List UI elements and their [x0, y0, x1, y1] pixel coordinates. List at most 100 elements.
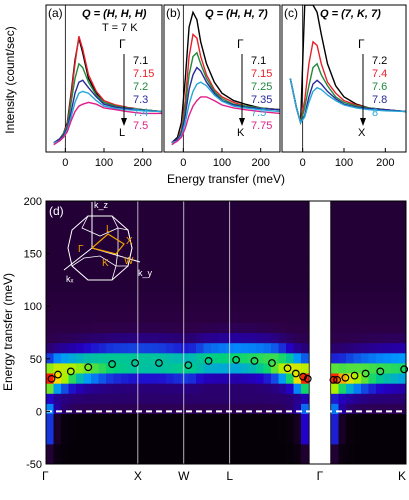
heatmap-cell: [353, 443, 362, 455]
heatmap-cell: [46, 393, 55, 404]
heatmap-cell: [98, 261, 107, 273]
heatmap-cell: [286, 251, 295, 263]
heatmap-cell: [53, 211, 62, 222]
heatmap-cell: [46, 373, 55, 384]
heatmap-cell: [278, 211, 287, 222]
heatmap-cell: [46, 403, 55, 414]
heatmap-cell: [121, 352, 130, 364]
heatmap-cell: [346, 322, 355, 334]
heatmap-cell: [68, 373, 77, 384]
heatmap-cell: [188, 241, 197, 253]
heatmap-cell: [91, 281, 100, 293]
heatmap-cell: [346, 241, 355, 253]
heatmap-cell: [166, 413, 175, 425]
heatmap-cell: [128, 342, 137, 354]
heatmap-cell: [391, 383, 400, 394]
heatmap-cell: [218, 443, 227, 455]
heatmap-cell: [173, 231, 182, 242]
heatmap-cell: [398, 332, 406, 344]
panel-a: [53, 5, 162, 152]
heatmap-cell: [233, 413, 242, 425]
heatmap-cell: [383, 261, 392, 273]
heatmap-cell: [361, 251, 370, 263]
heatmap-cell: [211, 211, 220, 222]
heatmap-cell: [241, 443, 250, 455]
heatmap-cell: [241, 453, 250, 464]
heatmap-cell: [196, 281, 205, 293]
heatmap-cell: [211, 383, 220, 394]
heatmap-cell: [353, 292, 362, 303]
heatmap-cell: [166, 292, 175, 303]
heatmap-cell: [376, 231, 385, 242]
heatmap-cell: [256, 413, 265, 425]
heatmap-cell: [248, 241, 257, 253]
heatmap-cell: [91, 342, 100, 354]
panel-c-legend-entry: 7.2: [372, 55, 387, 67]
heatmap-cell: [121, 201, 130, 212]
heatmap-cell: [368, 383, 377, 394]
heatmap-cell: [383, 302, 392, 313]
heatmap-cell: [196, 423, 205, 435]
heatmap-cell: [398, 201, 406, 212]
heatmap-cell: [181, 362, 190, 374]
heatmap-cell: [233, 312, 242, 323]
heatmap-cell: [91, 231, 100, 242]
heatmap-cell: [166, 332, 175, 344]
heatmap-cell: [376, 221, 385, 232]
heatmap-cell: [331, 443, 340, 455]
heatmap-cell: [173, 201, 182, 212]
heatmap-cell: [188, 201, 197, 212]
heatmap-cell: [391, 433, 400, 445]
heatmap-cell: [233, 393, 242, 404]
heatmap-cell: [203, 201, 212, 212]
heatmap-cell: [113, 302, 122, 313]
heatmap-cell: [233, 261, 242, 273]
panel-c: [289, 5, 406, 152]
heatmap-cell: [271, 413, 280, 425]
heatmap-cell: [173, 251, 182, 263]
heatmap-cell: [158, 352, 167, 364]
heatmap-cell: [241, 231, 250, 242]
heatmap-cell: [338, 413, 347, 425]
heatmap-cell: [391, 403, 400, 414]
panel-d-path-label: K: [398, 469, 406, 483]
heatmap-cell: [263, 292, 272, 303]
heatmap-cell: [46, 443, 55, 455]
heatmap-cell: [398, 352, 406, 364]
heatmap-cell: [301, 443, 310, 455]
heatmap-cell: [76, 211, 85, 222]
heatmap-cell: [353, 231, 362, 242]
heatmap-cell: [196, 231, 205, 242]
heatmap-cell: [286, 221, 295, 232]
panel-a-legend-entry: 7.2: [133, 81, 148, 93]
heatmap-cell: [376, 201, 385, 212]
heatmap-cell: [368, 352, 377, 364]
heatmap-cell: [338, 342, 347, 354]
heatmap-cell: [68, 211, 77, 222]
heatmap-cell: [128, 362, 137, 374]
heatmap-cell: [113, 362, 122, 374]
heatmap-cell: [158, 383, 167, 394]
heatmap-cell: [181, 201, 190, 212]
mode-point: [54, 370, 62, 379]
heatmap-cell: [211, 342, 220, 354]
heatmap-cell: [113, 281, 122, 293]
heatmap-cell: [263, 342, 272, 354]
heatmap-cell: [188, 322, 197, 334]
heatmap-cell: [293, 342, 302, 354]
heatmap-cell: [383, 251, 392, 263]
heatmap-cell: [113, 433, 122, 445]
heatmap-cell: [248, 312, 257, 323]
heatmap-cell: [128, 322, 137, 334]
heatmap-cell: [68, 352, 77, 364]
heatmap-cell: [211, 292, 220, 303]
heatmap-cell: [256, 453, 265, 464]
heatmap-cell: [173, 383, 182, 394]
heatmap-cell: [353, 312, 362, 323]
heatmap-cell: [151, 322, 160, 334]
heatmap-cell: [248, 383, 257, 394]
heatmap-cell: [331, 201, 340, 212]
heatmap-cell: [376, 281, 385, 293]
heatmap-cell: [338, 332, 347, 344]
heatmap-cell: [46, 251, 55, 263]
